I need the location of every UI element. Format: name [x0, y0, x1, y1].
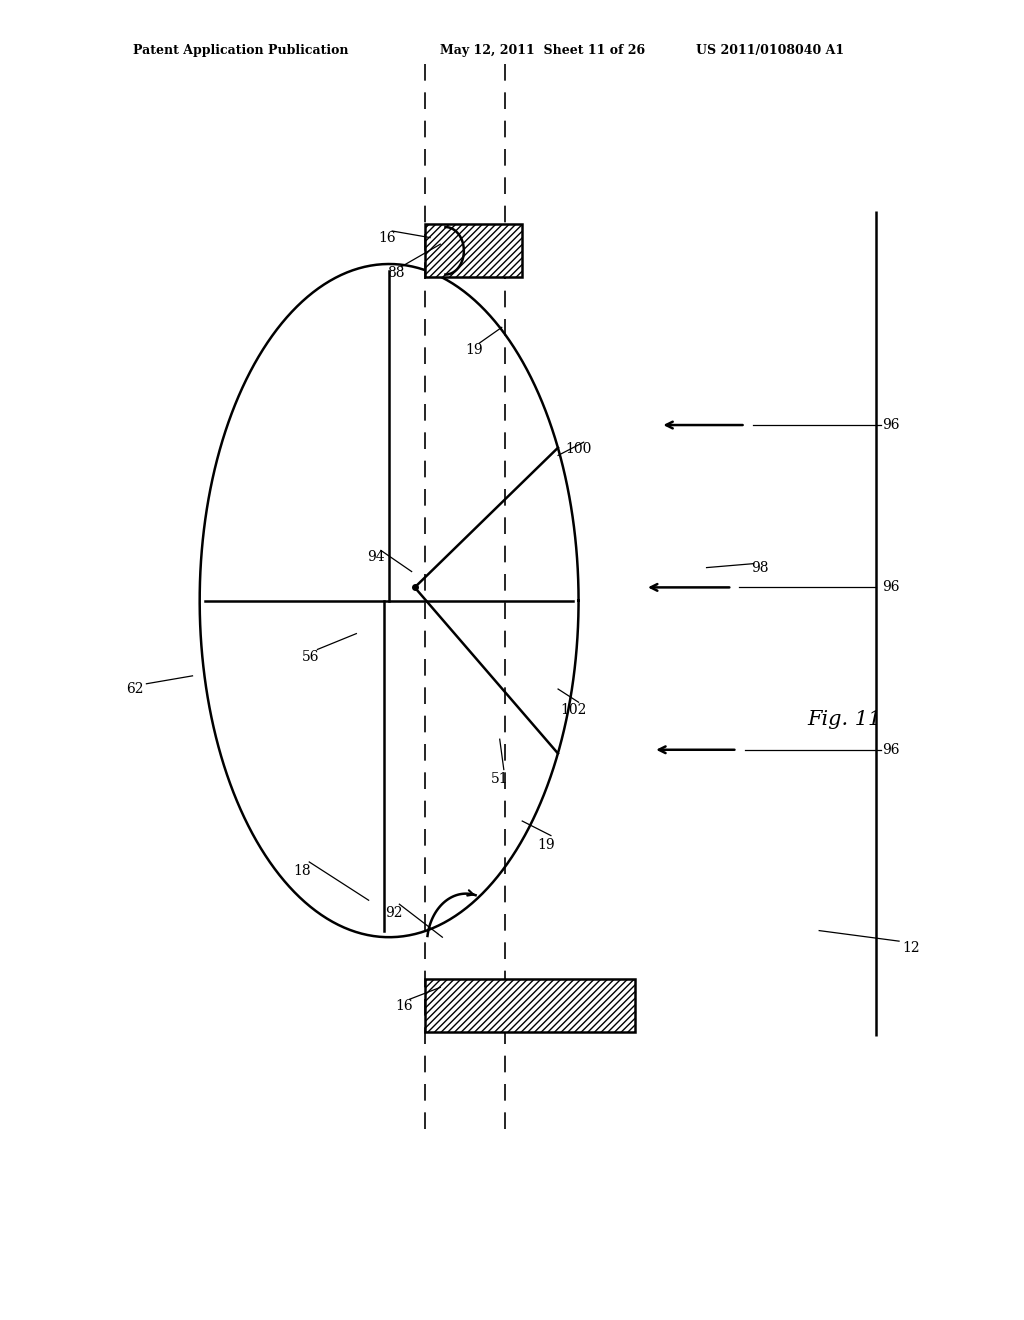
Text: 16: 16	[395, 999, 414, 1012]
Text: 94: 94	[367, 550, 385, 564]
Text: 19: 19	[537, 838, 555, 851]
Text: 96: 96	[882, 581, 900, 594]
Text: 19: 19	[465, 343, 483, 356]
Text: Patent Application Publication: Patent Application Publication	[133, 44, 348, 57]
Text: 88: 88	[387, 267, 406, 280]
Text: 18: 18	[293, 865, 311, 878]
Polygon shape	[425, 224, 522, 277]
Text: US 2011/0108040 A1: US 2011/0108040 A1	[696, 44, 845, 57]
Text: 98: 98	[751, 561, 769, 574]
Text: 16: 16	[378, 231, 396, 244]
Text: May 12, 2011  Sheet 11 of 26: May 12, 2011 Sheet 11 of 26	[440, 44, 645, 57]
Text: Fig. 11: Fig. 11	[808, 710, 882, 729]
Text: 96: 96	[882, 418, 900, 432]
Text: 51: 51	[490, 772, 509, 785]
Text: 102: 102	[560, 704, 587, 717]
Text: 92: 92	[385, 907, 403, 920]
Polygon shape	[425, 979, 635, 1032]
Text: 62: 62	[126, 682, 144, 696]
Text: 12: 12	[902, 941, 921, 954]
Text: 56: 56	[301, 651, 319, 664]
Text: 96: 96	[882, 743, 900, 756]
Text: 100: 100	[565, 442, 592, 455]
